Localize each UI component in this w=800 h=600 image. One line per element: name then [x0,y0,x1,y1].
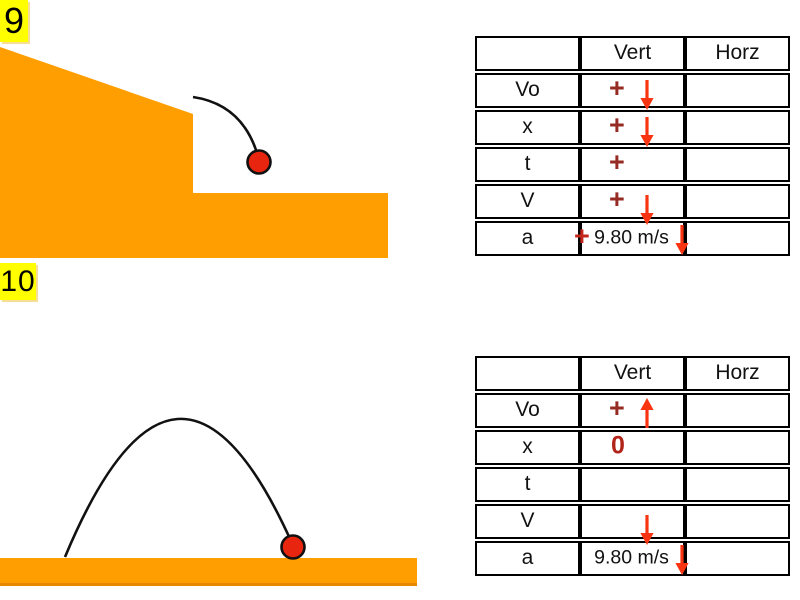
header-vert: Vert [580,355,685,391]
horz-cell [685,466,790,502]
vert-cell [580,503,685,545]
down-arrow-icon [640,194,654,225]
fig10-ground-edge [0,583,417,586]
vert-cell [580,466,685,502]
fig9-trajectory [192,95,258,151]
table-row: a 9.80 m/s [475,540,790,576]
fig9-terrain [0,47,388,258]
fig10-trajectory [63,417,293,558]
down-arrow-icon [640,79,654,110]
table-row: V + [475,183,790,225]
row-label: x [475,109,580,145]
plus-sign: + [609,393,625,424]
horz-cell [685,146,790,182]
plus-sign: + [609,110,625,141]
row-label: t [475,146,580,182]
vert-cell: + [580,183,685,225]
horz-cell [685,109,790,145]
plus-sign: + [609,184,625,215]
header-horz: Horz [685,355,790,391]
fig9-ball [246,149,272,175]
table-row: t + [475,146,790,182]
row-label: a [475,540,580,576]
problem-number-label: 10 [0,263,36,300]
header-row: Vert Horz [475,355,790,391]
zero-value: 0 [611,431,625,460]
vert-cell: +9.80 m/s [574,220,689,256]
horz-cell [685,503,790,539]
horz-cell [685,183,790,219]
table-row: V [475,503,790,545]
down-arrow-icon [675,224,689,255]
corner-cell [475,35,580,71]
horz-cell [685,392,790,428]
problem9-table: Vert Horz Vo + x + t + V + a +9.80 m/s [475,34,790,258]
row-label: t [475,466,580,502]
acceleration-value: 9.80 m/s [594,226,669,249]
row-label: Vo [475,72,580,108]
vert-cell: + [580,146,685,182]
problem-number-label: 9 [0,0,28,42]
table-row: Vo + [475,392,790,428]
horz-cell [685,429,790,465]
plus-sign: + [609,147,625,178]
vert-cell: 0 [580,429,685,465]
horz-cell [685,72,790,108]
acceleration-value: 9.80 m/s [594,546,669,569]
fig10-ball [280,534,306,560]
row-label: Vo [475,392,580,428]
fig10-ground [0,558,417,586]
plus-sign: + [609,73,625,104]
header-row: Vert Horz [475,35,790,71]
corner-cell [475,355,580,391]
row-label: V [475,183,580,219]
vert-cell: + [580,109,685,147]
problem9-table-grid: Vert Horz Vo + x + t + V + a +9.80 m/s [475,34,790,258]
table-row: a +9.80 m/s [475,220,790,256]
table-row: x + [475,109,790,147]
horz-cell [685,540,790,576]
row-label: x [475,429,580,465]
row-label: V [475,503,580,539]
vert-cell: 9.80 m/s [580,540,689,576]
down-arrow-icon [640,514,654,545]
down-arrow-icon [640,116,654,147]
vert-cell: + [580,72,685,110]
header-horz: Horz [685,35,790,71]
up-arrow-icon [640,397,654,428]
vert-cell: + [580,392,685,428]
down-arrow-icon [675,544,689,575]
row-label: a [475,220,580,256]
plus-sign: + [574,221,590,252]
horz-cell [685,220,790,256]
table-row: Vo + [475,72,790,110]
table-row: t [475,466,790,502]
header-vert: Vert [580,35,685,71]
